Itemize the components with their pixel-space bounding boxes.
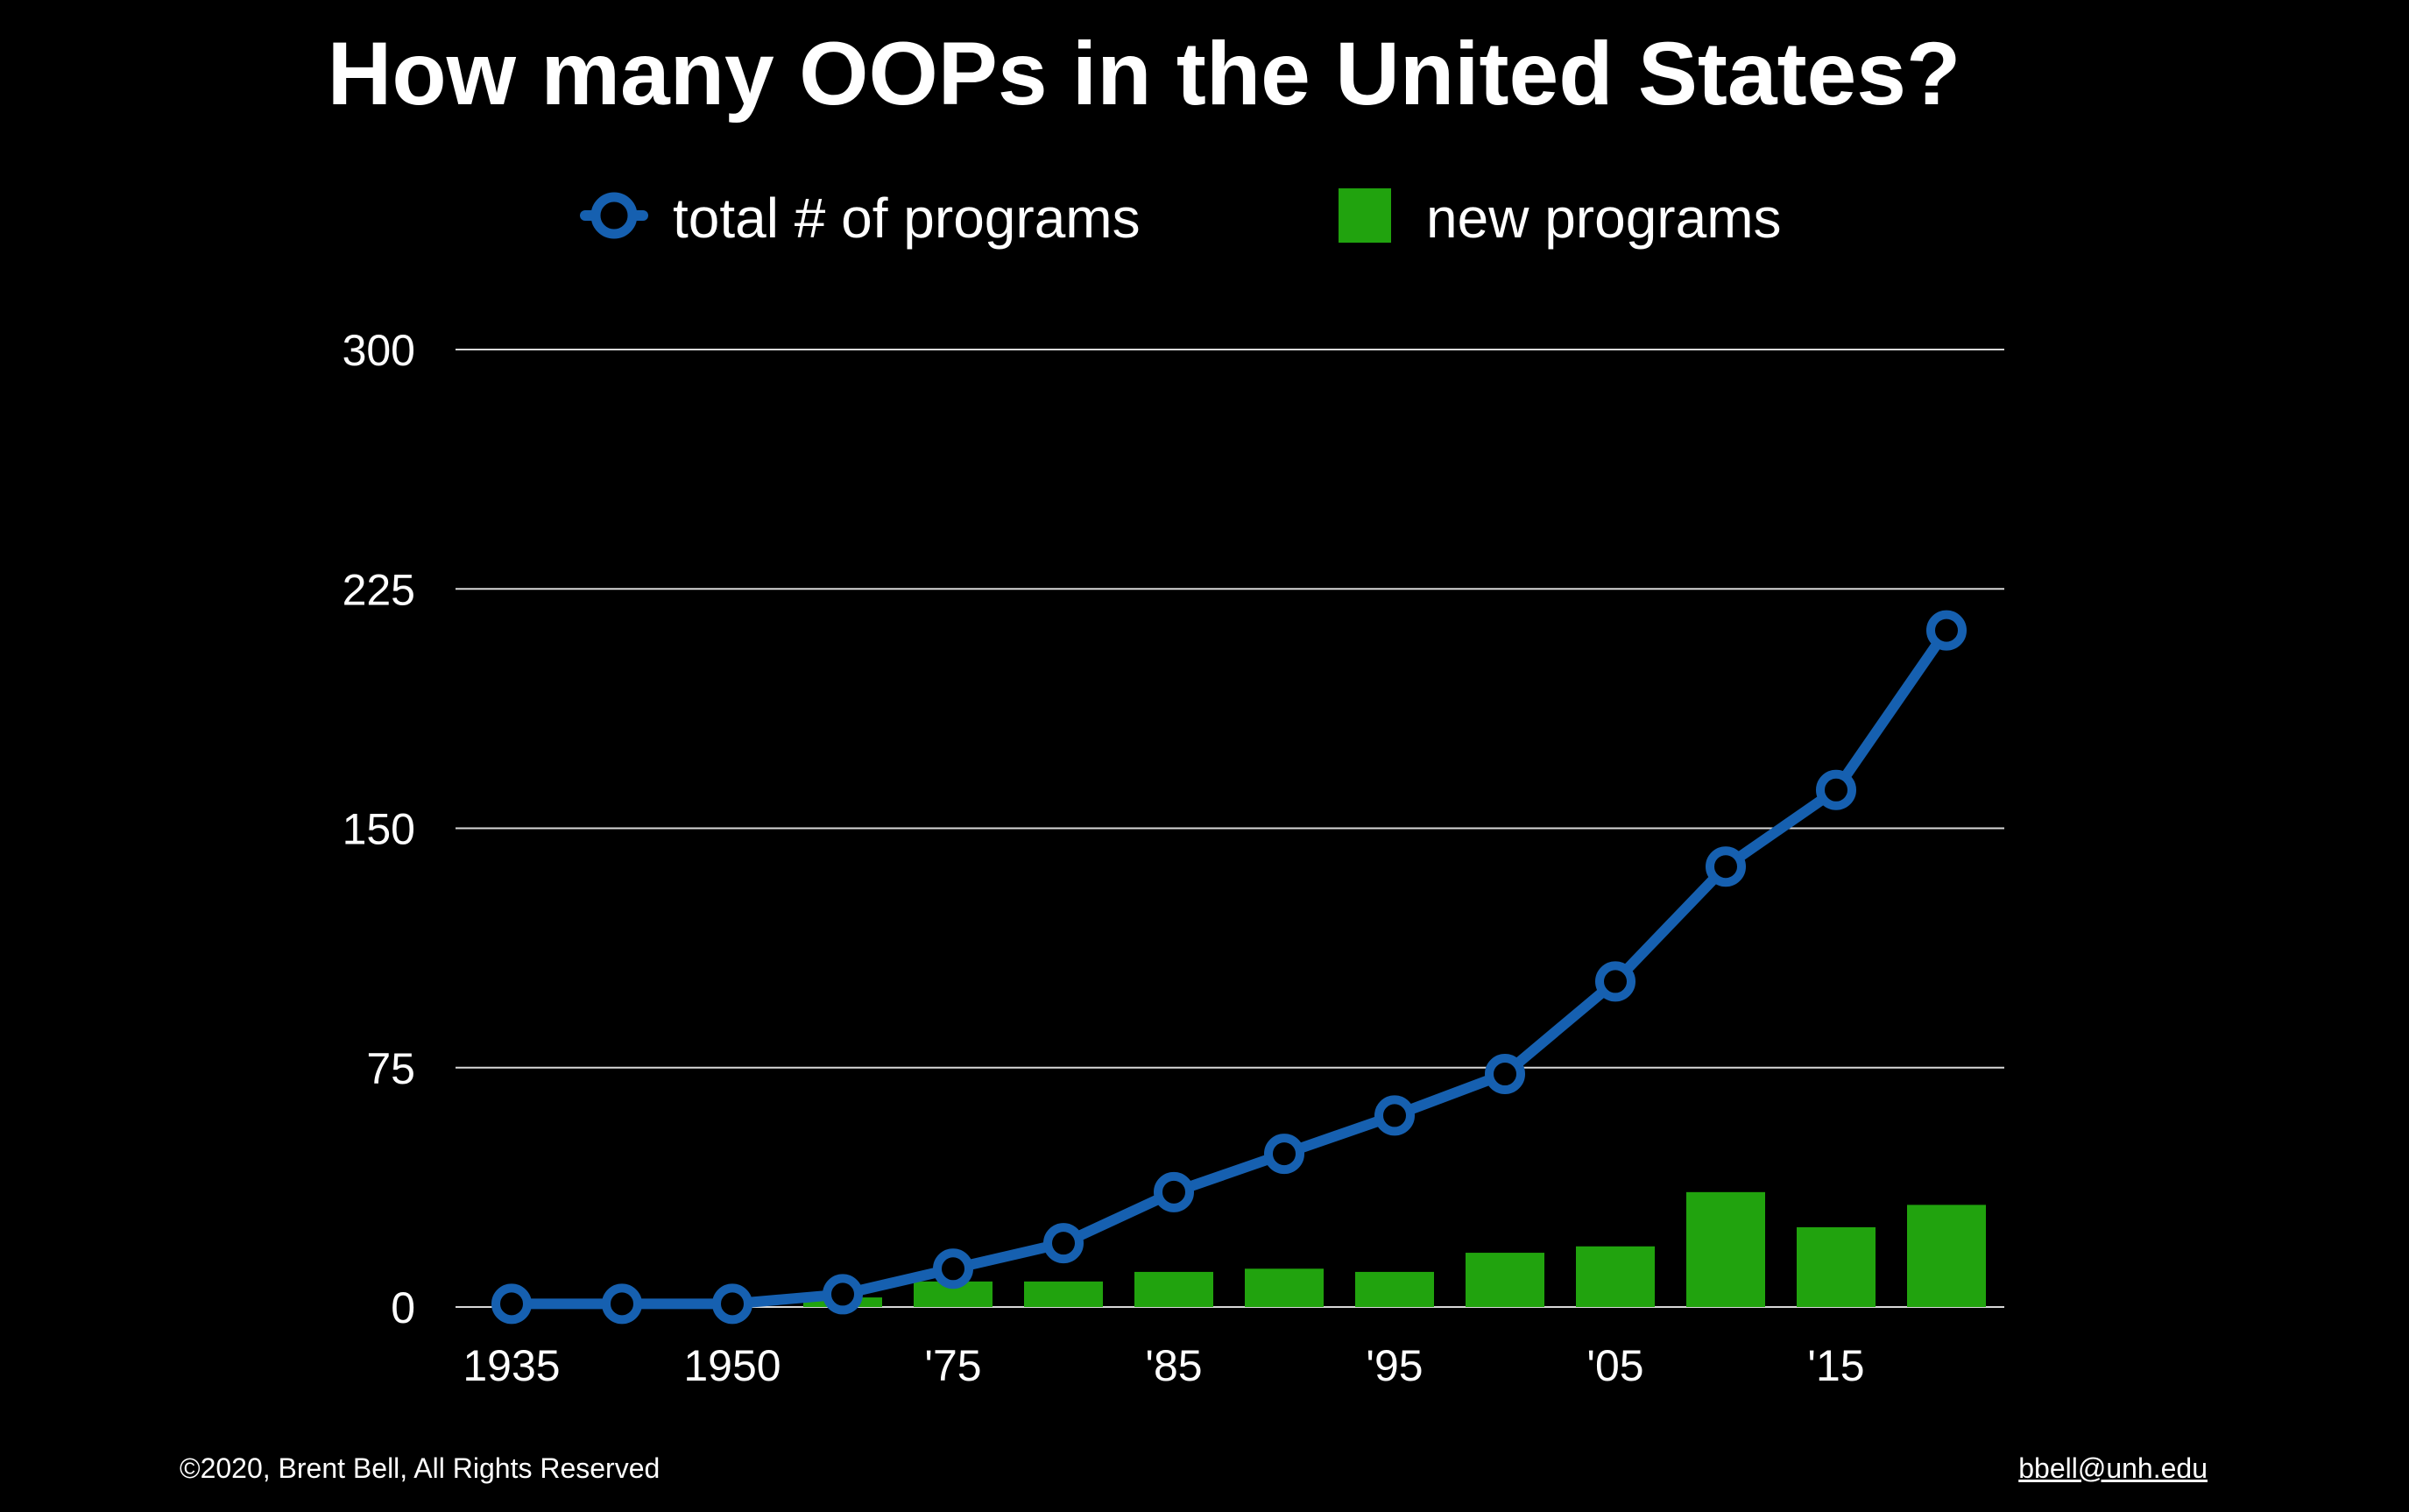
copyright-text: ©2020, Brent Bell, All Rights Reserved (180, 1452, 661, 1484)
data-point (1043, 1223, 1084, 1264)
y-tick-label: 225 (343, 565, 415, 614)
email-link[interactable]: bbell@unh.edu (2018, 1452, 2208, 1484)
bar (1245, 1268, 1324, 1307)
data-point (1374, 1095, 1415, 1136)
data-point (491, 1283, 532, 1325)
x-tick-label: 1950 (683, 1341, 781, 1390)
bar (1797, 1226, 1876, 1307)
data-point (1154, 1171, 1194, 1212)
data-point (1595, 961, 1635, 1002)
bar (1466, 1253, 1544, 1307)
legend-label-total: total # of programs (673, 187, 1141, 250)
x-tick-label: 1935 (463, 1341, 560, 1390)
legend (580, 188, 1391, 243)
legend-bar-swatch (1339, 188, 1391, 243)
data-point (1926, 610, 1967, 651)
legend-circle-marker (590, 192, 638, 239)
bar (1355, 1271, 1434, 1307)
x-tick-label: '05 (1586, 1341, 1643, 1390)
y-axis: 0 75 150 225 300 (343, 326, 415, 1332)
x-tick-label: '15 (1807, 1341, 1864, 1390)
data-point (712, 1283, 752, 1325)
bar (1024, 1281, 1103, 1307)
data-point (933, 1248, 973, 1289)
data-point (1816, 769, 1856, 810)
line-series (491, 610, 1967, 1325)
data-point (1706, 846, 1746, 887)
x-axis: 1935 1950 '75 '85 '95 '05 '15 (463, 1341, 1864, 1390)
y-tick-label: 0 (391, 1283, 415, 1332)
y-tick-label: 300 (343, 326, 415, 375)
bar (1134, 1271, 1213, 1307)
bar (1576, 1246, 1655, 1307)
bar (1686, 1191, 1765, 1307)
x-tick-label: '75 (924, 1341, 981, 1390)
x-tick-label: '95 (1366, 1341, 1423, 1390)
y-tick-label: 150 (343, 805, 415, 854)
data-point (1264, 1134, 1304, 1175)
chart-title: How many OOPs in the United States? (327, 24, 1961, 124)
legend-label-new: new programs (1426, 187, 1782, 250)
data-point (602, 1283, 642, 1325)
data-point (823, 1274, 863, 1315)
x-tick-label: '85 (1145, 1341, 1202, 1390)
data-point (1485, 1054, 1525, 1095)
bar-series (803, 1191, 1986, 1307)
y-tick-label: 75 (366, 1044, 415, 1093)
bar (1907, 1205, 1986, 1307)
